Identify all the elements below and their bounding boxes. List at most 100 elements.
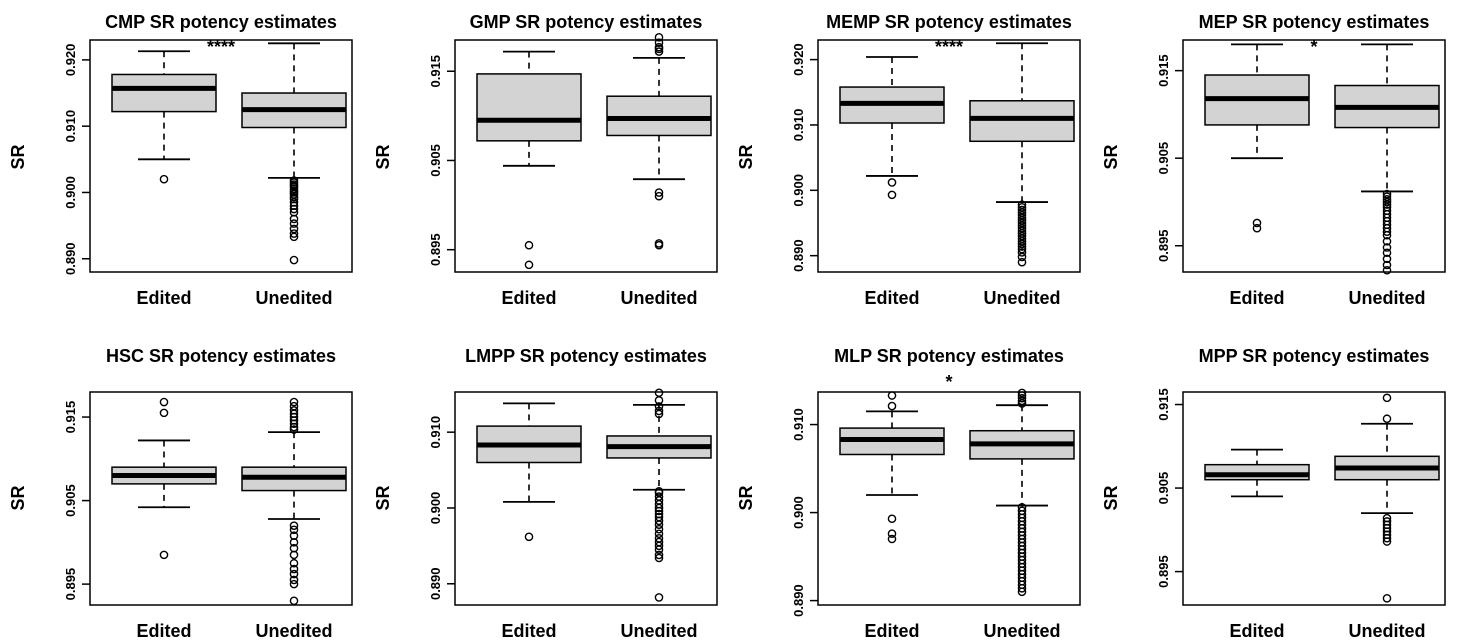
outlier-point xyxy=(1252,218,1262,228)
boxplot-panel-7: MPP SR potency estimates SR 0.895 0.905 0.91… xyxy=(1101,346,1446,641)
x-category-label: Unedited xyxy=(1348,621,1425,641)
plot-frame xyxy=(817,391,1081,606)
y-axis-label: SR xyxy=(1101,485,1121,510)
box-iqr xyxy=(969,100,1075,143)
outlier-point xyxy=(887,190,897,200)
y-tick-label: 0.910 xyxy=(791,408,806,441)
significance-marker: * xyxy=(1310,37,1317,57)
y-tick-label: 0.895 xyxy=(1156,229,1171,262)
outlier-point xyxy=(289,550,299,560)
outlier-point xyxy=(654,38,664,47)
y-tick-label: 0.895 xyxy=(1156,555,1171,588)
outlier-point xyxy=(1382,414,1392,424)
y-axis-label: SR xyxy=(736,485,756,510)
box-unedited xyxy=(606,388,712,602)
outlier-point xyxy=(654,516,664,526)
box-iqr xyxy=(111,73,217,113)
outlier-point xyxy=(159,550,169,560)
outlier-point xyxy=(1017,583,1027,593)
y-tick-label: 0.905 xyxy=(1156,142,1171,175)
plot-frame xyxy=(1182,39,1446,273)
outlier-point xyxy=(654,593,664,602)
y-tick-label: 0.900 xyxy=(63,176,78,209)
plot-frame xyxy=(89,391,353,606)
y-tick-label: 0.890 xyxy=(791,239,806,272)
x-category-label: Unedited xyxy=(1348,288,1425,308)
y-tick-label: 0.915 xyxy=(1156,388,1171,421)
x-category-label: Edited xyxy=(501,288,556,308)
outlier-point xyxy=(289,525,299,535)
outlier-point xyxy=(289,219,299,228)
outlier-point xyxy=(1017,396,1027,406)
box-iqr xyxy=(606,95,712,137)
outlier-point xyxy=(654,503,664,513)
boxplot-panel-0: CMP SR potency estimates **** SR 0.890 0.900… xyxy=(8,12,353,308)
outlier-point xyxy=(289,204,299,214)
significance-marker: **** xyxy=(207,37,235,57)
y-tick-label: 0.890 xyxy=(428,568,443,601)
box-edited xyxy=(1204,448,1310,498)
panel-title: MEP SR potency estimates xyxy=(1199,12,1430,32)
outlier-point xyxy=(159,397,169,407)
outlier-point xyxy=(1017,393,1027,403)
panel-title: MPP SR potency estimates xyxy=(1199,346,1430,366)
y-tick-label: 0.895 xyxy=(63,568,78,601)
y-tick-label: 0.915 xyxy=(63,401,78,434)
box-unedited xyxy=(969,42,1075,267)
y-tick-label: 0.900 xyxy=(428,492,443,525)
x-category-label: Unedited xyxy=(620,621,697,641)
y-tick-label: 0.910 xyxy=(63,110,78,143)
y-tick-label: 0.900 xyxy=(791,496,806,529)
outlier-point xyxy=(289,521,299,530)
y-tick-label: 0.890 xyxy=(63,242,78,275)
outlier-point xyxy=(887,534,897,544)
outlier-point xyxy=(1382,393,1392,403)
outlier-point xyxy=(159,408,169,418)
x-category-label: Edited xyxy=(136,288,191,308)
outlier-point xyxy=(1017,257,1027,267)
box-unedited xyxy=(241,397,347,606)
outlier-point xyxy=(1017,388,1027,398)
significance-marker: **** xyxy=(935,37,963,57)
panel-title: HSC SR potency estimates xyxy=(106,346,336,366)
boxplot-panel-3: MEP SR potency estimates * SR 0.895 0.905 0.9… xyxy=(1101,12,1446,308)
y-tick-label: 0.920 xyxy=(63,44,78,77)
y-tick-label: 0.910 xyxy=(791,109,806,142)
panel-title: GMP SR potency estimates xyxy=(470,12,703,32)
boxplot-panel-4: HSC SR potency estimates SR 0.895 0.905 0.91… xyxy=(8,346,353,641)
outlier-point xyxy=(1382,227,1392,237)
panel-title: MEMP SR potency estimates xyxy=(826,12,1072,32)
plot-frame xyxy=(89,39,353,273)
box-iqr xyxy=(1204,463,1310,481)
box-edited xyxy=(476,402,582,542)
x-category-label: Unedited xyxy=(255,288,332,308)
plot-frame xyxy=(1182,391,1446,606)
y-tick-label: 0.905 xyxy=(63,484,78,517)
outlier-point xyxy=(159,174,169,184)
outlier-point xyxy=(1017,242,1027,251)
boxplot-panel-5: LMPP SR potency estimates SR 0.890 0.900 0.9… xyxy=(373,346,718,641)
outlier-point xyxy=(1017,399,1027,408)
outlier-point xyxy=(654,33,664,42)
boxplot-panel-6: MLP SR potency estimates * SR 0.890 0.900 0.9… xyxy=(736,346,1081,641)
box-unedited xyxy=(1334,393,1440,603)
outlier-point xyxy=(1382,243,1392,252)
significance-marker: * xyxy=(945,372,952,392)
outlier-point xyxy=(289,422,299,432)
outlier-point xyxy=(654,188,664,197)
y-tick-label: 0.915 xyxy=(428,55,443,88)
box-edited xyxy=(111,50,217,184)
outlier-point xyxy=(1017,248,1027,257)
boxplot-panel-1: GMP SR potency estimates SR 0.895 0.905 0.91… xyxy=(373,12,718,308)
outlier-point xyxy=(1382,237,1392,246)
outlier-point xyxy=(289,232,299,242)
outlier-point xyxy=(654,240,664,250)
box-unedited xyxy=(606,33,712,250)
outlier-point xyxy=(1017,391,1027,400)
x-category-label: Unedited xyxy=(255,621,332,641)
x-category-label: Edited xyxy=(864,288,919,308)
outlier-point xyxy=(654,506,664,516)
panel-title: MLP SR potency estimates xyxy=(834,346,1064,366)
outlier-point xyxy=(1382,197,1392,207)
